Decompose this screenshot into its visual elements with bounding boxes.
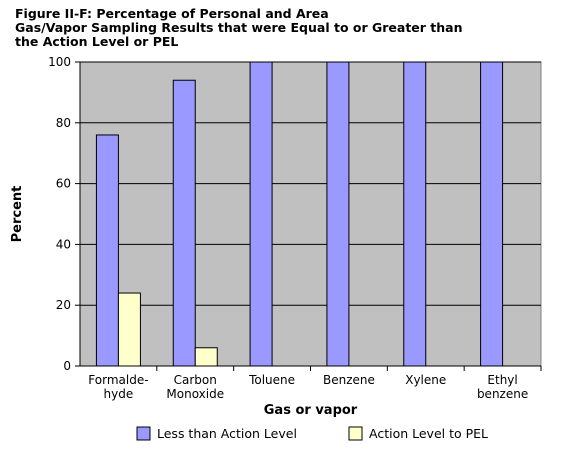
x-tick-label-5-0: Ethyl (487, 373, 517, 387)
y-tick-label-80: 80 (56, 116, 71, 130)
bar-less-than-action-level-1 (172, 79, 196, 367)
x-tick-label-2-0: Toluene (248, 373, 295, 387)
legend-swatch-less-than-action-level (136, 426, 151, 441)
x-axis-label: Gas or vapor (264, 403, 358, 418)
bar-less-than-action-level-2 (249, 61, 273, 367)
x-tick-label-5-1: benzene (477, 387, 528, 401)
bar-less-than-action-level-5 (480, 61, 504, 367)
bar-less-than-action-level-3 (326, 61, 350, 367)
y-tick-label-20: 20 (56, 298, 71, 312)
legend-label-action-level-to-pel: Action Level to PEL (369, 426, 488, 441)
chart-title-line-1: Figure II-F: Percentage of Personal and … (15, 6, 329, 21)
y-tick-label-60: 60 (56, 177, 71, 191)
y-axis-label: Percent (10, 186, 25, 243)
chart-title-line-3: the Action Level or PEL (15, 34, 179, 49)
bar-less-than-action-level-0 (95, 134, 119, 367)
chart-title: Figure II-F: Percentage of Personal and … (15, 7, 555, 49)
x-tick-label-1-0: Carbon (174, 373, 217, 387)
legend-swatch-action-level-to-pel (348, 426, 363, 441)
bar-action-level-to-pel-1 (194, 347, 218, 367)
x-tick-label-3-0: Benzene (323, 373, 375, 387)
x-tick-label-0-0: Formalde- (88, 373, 148, 387)
x-tick-label-0-1: hyde (104, 387, 134, 401)
y-tick-label-0: 0 (63, 359, 71, 373)
bar-action-level-to-pel-0 (117, 292, 141, 367)
legend-label-less-than-action-level: Less than Action Level (157, 426, 297, 441)
x-tick-label-4-0: Xylene (405, 373, 446, 387)
bar-less-than-action-level-4 (403, 61, 427, 367)
x-tick-label-1-1: Monoxide (166, 387, 224, 401)
y-tick-label-100: 100 (48, 55, 71, 69)
y-tick-label-40: 40 (56, 237, 71, 251)
chart-title-line-2: Gas/Vapor Sampling Results that were Equ… (15, 20, 463, 35)
plot-area (79, 61, 542, 367)
